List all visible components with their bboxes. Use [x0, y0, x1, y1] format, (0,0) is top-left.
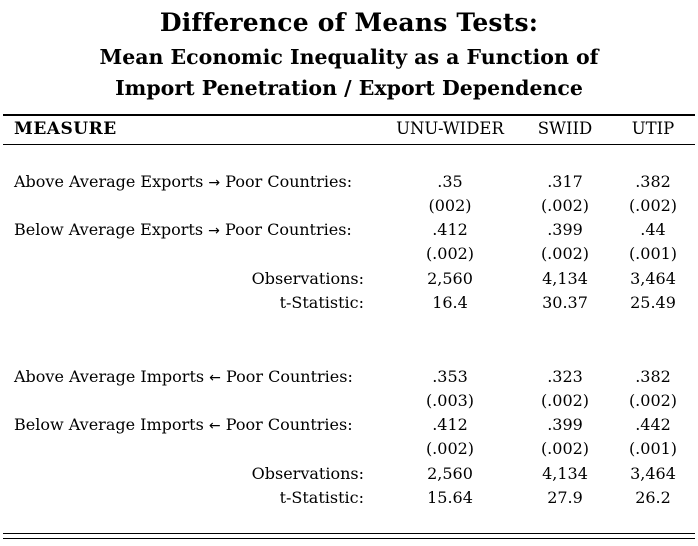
- row-label-text: Below Average Exports: [14, 220, 204, 239]
- stderr-cell: (.002): [425, 244, 475, 263]
- value-cell: .35: [437, 172, 463, 191]
- stderr-cell: (.002): [540, 196, 590, 215]
- stderr-cell: (.002): [425, 439, 475, 458]
- row-label-text: Poor Countries:: [224, 220, 352, 239]
- value-cell: 15.64: [427, 488, 473, 507]
- header-swiid: SWIID: [537, 119, 593, 138]
- row-label-t-statistic: t-Statistic:: [279, 293, 364, 312]
- value-cell: 2,560: [427, 269, 473, 288]
- header-rule: [3, 144, 695, 145]
- header-measure: MEASURE: [14, 119, 117, 139]
- header-utip: UTIP: [631, 119, 675, 138]
- row-label-below-exports: Below Average Exports → Poor Countries:: [14, 220, 352, 239]
- right-arrow-icon: →: [208, 223, 220, 239]
- row-label-observations: Observations:: [251, 464, 364, 483]
- value-cell: .382: [635, 172, 671, 191]
- header-unu-wider: UNU-WIDER: [396, 119, 504, 138]
- left-arrow-icon: ←: [209, 370, 221, 386]
- right-arrow-icon: →: [208, 175, 221, 191]
- stderr-cell: (.002): [628, 391, 678, 410]
- value-cell: 3,464: [630, 464, 676, 483]
- stderr-cell: (002): [428, 196, 472, 215]
- value-cell: 27.9: [547, 488, 583, 507]
- row-label-observations: Observations:: [251, 269, 364, 288]
- bottom-rule-1: [3, 533, 695, 534]
- value-cell: .412: [432, 220, 468, 239]
- stderr-cell: (.001): [628, 439, 678, 458]
- value-cell: 3,464: [630, 269, 676, 288]
- value-cell: 2,560: [427, 464, 473, 483]
- left-arrow-icon: ←: [208, 418, 221, 434]
- row-label-text: Below Average Imports: [14, 415, 204, 434]
- row-label-text: Above Average Imports: [14, 367, 205, 386]
- value-cell: 25.49: [630, 293, 676, 312]
- stderr-cell: (.002): [540, 391, 590, 410]
- row-label-text: Poor Countries:: [225, 172, 353, 191]
- table-title: Difference of Means Tests:: [159, 8, 539, 37]
- stderr-cell: (.002): [628, 196, 678, 215]
- value-cell: .317: [547, 172, 583, 191]
- row-label-above-exports: Above Average Exports → Poor Countries:: [14, 172, 352, 191]
- value-cell: .412: [432, 415, 468, 434]
- value-cell: .399: [547, 220, 583, 239]
- table-subtitle-line-2: Import Penetration / Export Dependence: [115, 76, 583, 100]
- value-cell: .382: [635, 367, 671, 386]
- row-label-text: Poor Countries:: [225, 415, 353, 434]
- value-cell: .44: [640, 220, 666, 239]
- value-cell: 26.2: [635, 488, 671, 507]
- value-cell: 16.4: [432, 293, 468, 312]
- top-rule: [3, 114, 695, 116]
- stderr-cell: (.001): [628, 244, 678, 263]
- value-cell: .323: [547, 367, 583, 386]
- value-cell: .442: [635, 415, 671, 434]
- row-label-text: Poor Countries:: [226, 367, 353, 386]
- table-subtitle-line-1: Mean Economic Inequality as a Function o…: [99, 45, 599, 69]
- row-label-text: Above Average Exports: [14, 172, 204, 191]
- value-cell: 4,134: [542, 269, 588, 288]
- value-cell: 4,134: [542, 464, 588, 483]
- value-cell: 30.37: [542, 293, 588, 312]
- value-cell: .353: [432, 367, 468, 386]
- row-label-below-imports: Below Average Imports ← Poor Countries:: [14, 415, 353, 434]
- row-label-t-statistic: t-Statistic:: [279, 488, 364, 507]
- row-label-above-imports: Above Average Imports ← Poor Countries:: [14, 367, 353, 386]
- stderr-cell: (.002): [540, 439, 590, 458]
- stderr-cell: (.002): [540, 244, 590, 263]
- stderr-cell: (.003): [425, 391, 475, 410]
- bottom-rule-2: [3, 538, 695, 539]
- value-cell: .399: [547, 415, 583, 434]
